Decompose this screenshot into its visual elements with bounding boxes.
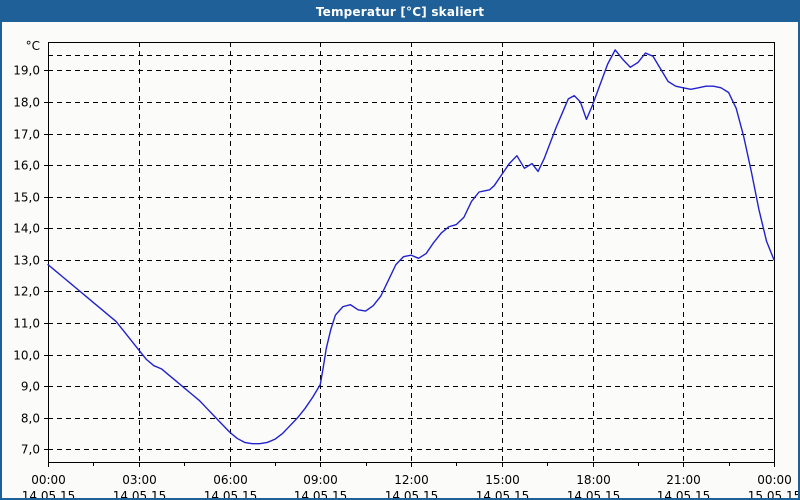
x-tick-date-label: 14.05.15	[113, 489, 166, 498]
page-title: Temperatur [°C] skaliert	[315, 5, 485, 19]
grid-layer	[48, 42, 774, 462]
axis-layer	[44, 41, 776, 467]
y-tick-label: 7,0	[21, 443, 40, 457]
x-tick-time-label: 21:00	[666, 473, 701, 487]
y-tick-label: 13,0	[13, 254, 40, 268]
axis-frame	[47, 42, 775, 464]
y-tick-label: 8,0	[21, 412, 40, 426]
temperature-line-chart: 7,0 8,0 9,0 10,0 11,0 12,0 13,0 14,0 15,0 16,0 17,…	[2, 22, 798, 498]
x-tick-date-label: 14.05.15	[476, 489, 529, 498]
label-layer: 7,0 8,0 9,0 10,0 11,0 12,0 13,0 14,0 15,0 16,0 17,…	[13, 39, 798, 498]
y-tick-label: 9,0	[21, 380, 40, 394]
y-tick-label: 11,0	[13, 317, 40, 331]
temperature-series-line	[47, 49, 775, 445]
x-tick-time-label: 18:00	[576, 473, 611, 487]
x-tick-time-label: 09:00	[303, 473, 338, 487]
x-tick-date-label: 14.05.15	[385, 489, 438, 498]
x-tick-time-label: 00:00	[757, 473, 792, 487]
y-tick-label: 17,0	[13, 128, 40, 142]
series-layer	[47, 49, 775, 445]
y-tick-label: 19,0	[13, 64, 40, 78]
x-tick-time-label: 03:00	[122, 473, 157, 487]
x-tick-time-label: 12:00	[394, 473, 429, 487]
x-tick-date-label: 14.05.15	[22, 489, 75, 498]
y-tick-label: 14,0	[13, 222, 40, 236]
x-tick-date-label: 14.05.15	[294, 489, 347, 498]
x-tick-date-label: 14.05.15	[204, 489, 257, 498]
x-tick-date-label: 14.05.15	[657, 489, 710, 498]
chart-plot-container: 7,0 8,0 9,0 10,0 11,0 12,0 13,0 14,0 15,0 16,0 17,…	[2, 22, 798, 498]
window-title-bar: Temperatur [°C] skaliert	[2, 2, 798, 22]
y-tick-label: 15,0	[13, 191, 40, 205]
y-tick-label: 12,0	[13, 285, 40, 299]
x-tick-time-label: 06:00	[213, 473, 248, 487]
y-axis-unit-label: °C	[26, 39, 40, 53]
x-tick-date-label: 15.05.15	[748, 489, 798, 498]
y-tick-label: 10,0	[13, 349, 40, 363]
y-tick-label: 18,0	[13, 96, 40, 110]
y-tick-label: 16,0	[13, 159, 40, 173]
x-tick-time-label: 15:00	[485, 473, 520, 487]
x-tick-date-label: 14.05.15	[567, 489, 620, 498]
x-tick-time-label: 00:00	[31, 473, 66, 487]
